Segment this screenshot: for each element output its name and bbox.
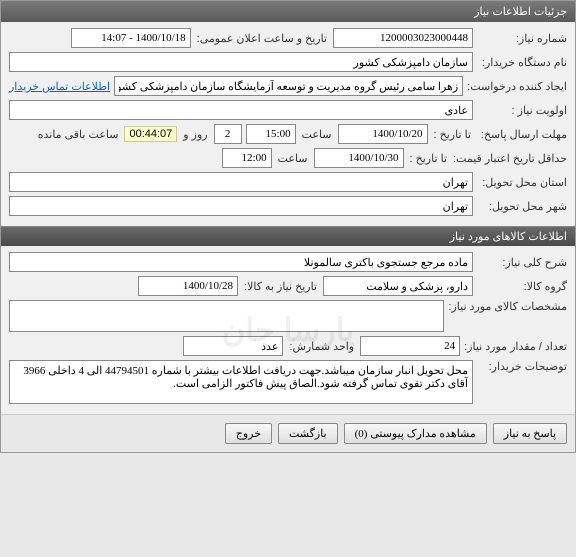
- days-field[interactable]: [214, 124, 242, 144]
- validity-time-field[interactable]: [222, 148, 272, 168]
- time-label-2: ساعت: [276, 152, 310, 165]
- respond-button[interactable]: پاسخ به نیاز: [493, 423, 567, 444]
- creator-label: ایجاد کننده درخواست:: [467, 80, 567, 93]
- remaining-label: ساعت باقی مانده: [36, 128, 121, 141]
- group-label: گروه کالا:: [477, 280, 567, 293]
- need-date-field[interactable]: [138, 276, 238, 296]
- until-label-2: تا تاریخ :: [408, 152, 449, 165]
- deadline-label: مهلت ارسال پاسخ:: [477, 128, 567, 141]
- deadline-date-field[interactable]: [338, 124, 428, 144]
- need-date-label: تاریخ نیاز به کالا:: [242, 280, 319, 293]
- spec-field[interactable]: [9, 300, 444, 332]
- city-label: شهر محل تحویل:: [477, 200, 567, 213]
- contact-link[interactable]: اطلاعات تماس خریدار: [9, 80, 110, 93]
- desc-field[interactable]: [9, 252, 473, 272]
- spec-label: مشخصات کالای مورد نیاز:: [448, 300, 567, 313]
- section2-header: اطلاعات کالاهای مورد نیاز: [1, 226, 575, 246]
- unit-label: واحد شمارش:: [287, 340, 356, 353]
- until-label-1: تا تاریخ :: [432, 128, 473, 141]
- deadline-time-field[interactable]: [246, 124, 296, 144]
- notes-label: توضیحات خریدار:: [477, 360, 567, 373]
- qty-label: تعداد / مقدار مورد نیاز:: [464, 340, 567, 353]
- priority-label: اولویت نیاز :: [477, 104, 567, 117]
- province-label: استان محل تحویل:: [477, 176, 567, 189]
- desc-label: شرح کلی نیاز:: [477, 256, 567, 269]
- form-section-2: پارسا جان شرح کلی نیاز: گروه کالا: تاریخ…: [1, 246, 575, 414]
- time-label-1: ساعت: [300, 128, 334, 141]
- notes-field[interactable]: [9, 360, 473, 404]
- countdown-timer: 00:44:07: [124, 126, 177, 142]
- announce-label: تاریخ و ساعت اعلان عمومی:: [195, 32, 329, 45]
- creator-field[interactable]: [114, 76, 463, 96]
- attachments-button[interactable]: مشاهده مدارک پیوستی (0): [344, 423, 487, 444]
- window-titlebar: جزئیات اطلاعات نیاز: [1, 1, 575, 22]
- group-field[interactable]: [323, 276, 473, 296]
- city-field[interactable]: [9, 196, 473, 216]
- validity-label: حداقل تاریخ اعتبار قیمت:: [453, 152, 567, 165]
- priority-field[interactable]: [9, 100, 473, 120]
- validity-date-field[interactable]: [314, 148, 404, 168]
- exit-button[interactable]: خروج: [225, 423, 272, 444]
- form-section-1: شماره نیاز: تاریخ و ساعت اعلان عمومی: نا…: [1, 22, 575, 226]
- button-bar: پاسخ به نیاز مشاهده مدارک پیوستی (0) باز…: [1, 414, 575, 452]
- request-no-label: شماره نیاز:: [477, 32, 567, 45]
- org-label: نام دستگاه خریدار:: [477, 56, 567, 69]
- back-button[interactable]: بازگشت: [278, 423, 338, 444]
- unit-field[interactable]: [183, 336, 283, 356]
- qty-field[interactable]: [360, 336, 460, 356]
- window-title: جزئیات اطلاعات نیاز: [474, 6, 567, 18]
- province-field[interactable]: [9, 172, 473, 192]
- days-label: روز و: [181, 128, 209, 141]
- details-window: جزئیات اطلاعات نیاز شماره نیاز: تاریخ و …: [0, 0, 576, 453]
- request-no-field[interactable]: [333, 28, 473, 48]
- announce-field[interactable]: [71, 28, 191, 48]
- org-field[interactable]: [9, 52, 473, 72]
